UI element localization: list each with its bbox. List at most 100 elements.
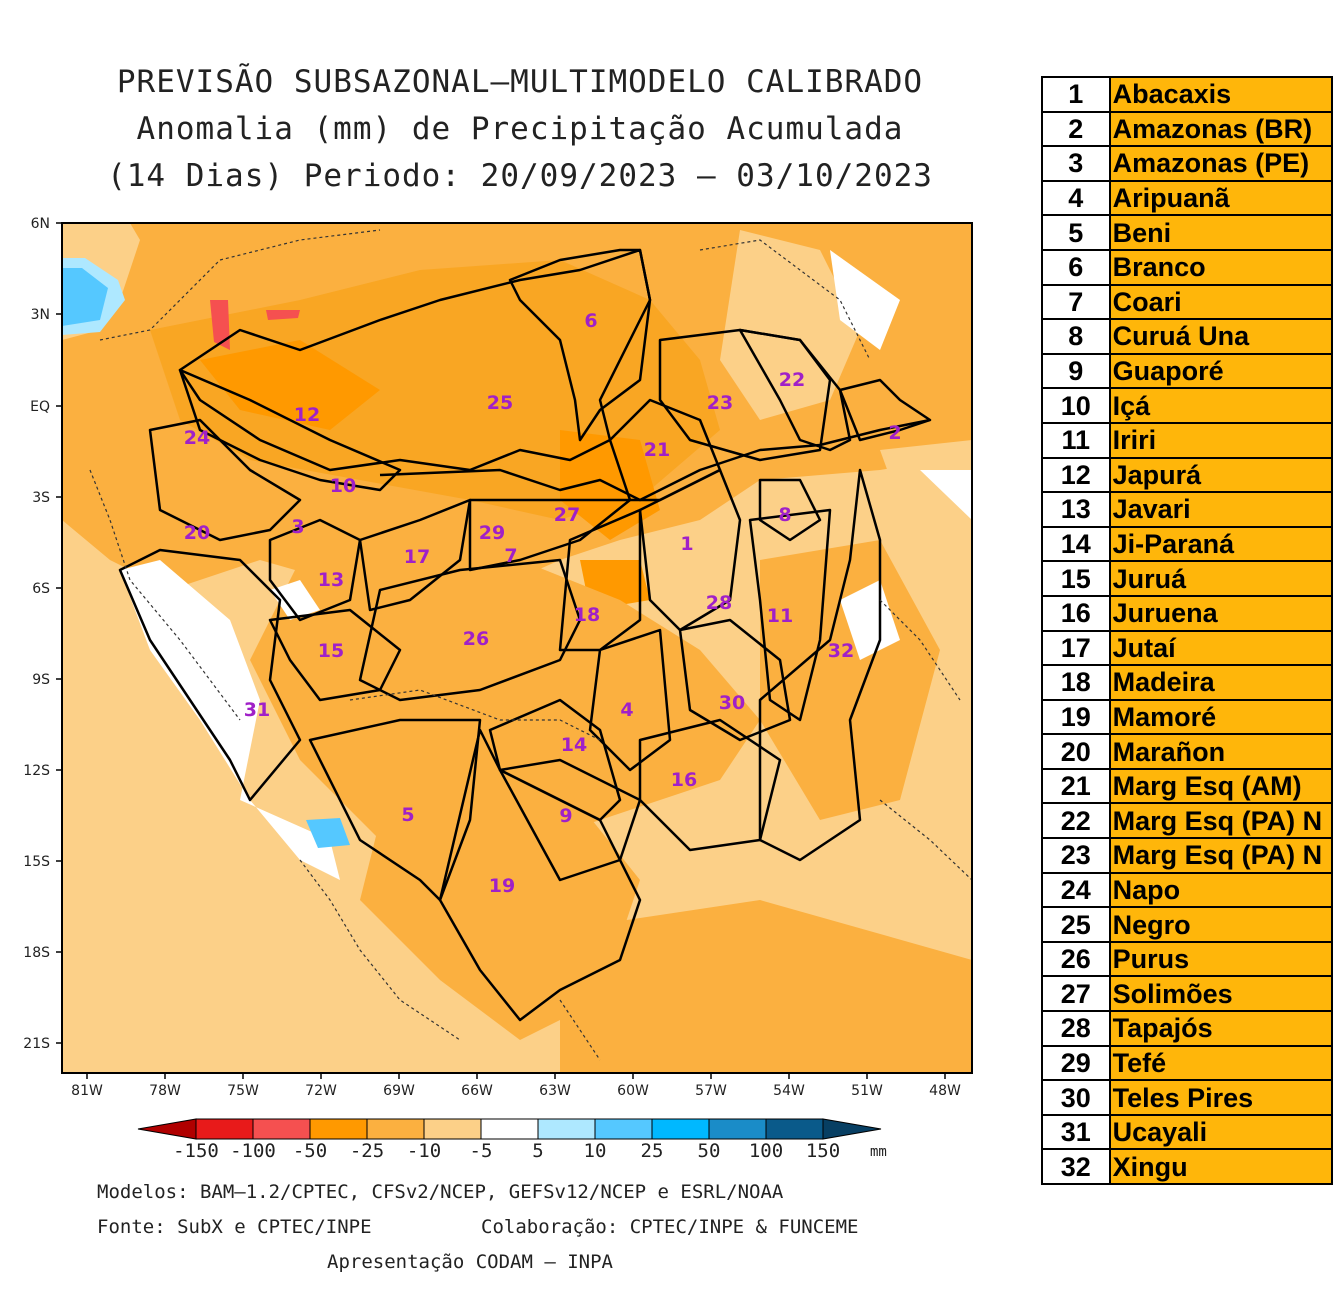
lon-label: 75W bbox=[227, 1083, 259, 1099]
basin-name: Javari bbox=[1108, 491, 1333, 528]
basin-name: Marg Esq (AM) bbox=[1108, 767, 1333, 805]
basin-number: 12 bbox=[1041, 456, 1111, 494]
lat-label: EQ bbox=[30, 399, 50, 415]
basin-number: 28 bbox=[1041, 1010, 1111, 1047]
basin-row: 22 Marg Esq (PA) N bbox=[1041, 802, 1333, 840]
colorbar-right-arrow bbox=[822, 1118, 882, 1140]
basin-number: 6 bbox=[1041, 248, 1111, 286]
basin-legend-table: 1 Abacaxis 2 Amazonas (BR) 3 Amazonas (PE) 4 Ar… bbox=[1041, 76, 1333, 1185]
basin-name: Ji-Paraná bbox=[1108, 525, 1333, 563]
basin-number-label: 14 bbox=[561, 734, 587, 756]
lat-label: 21S bbox=[23, 1036, 50, 1052]
basin-number-labels: 1234567891011121314151617181920212223242… bbox=[184, 310, 902, 897]
basin-row: 21 Marg Esq (AM) bbox=[1041, 767, 1333, 805]
basin-number: 11 bbox=[1041, 421, 1111, 459]
basin-name: Coari bbox=[1108, 283, 1333, 321]
title-line-3: (14 Dias) Periodo: 20/09/2023 — 03/10/20… bbox=[107, 158, 933, 194]
colorbar-segment bbox=[252, 1118, 311, 1140]
basin-row: 4 Aripuanã bbox=[1041, 179, 1333, 217]
map-axes: 6N 3N EQ 3S 6S 9S 12S 15S 18S 21S 81W 78W 75W 72W 69W 6… bbox=[23, 216, 961, 1099]
basin-number: 5 bbox=[1041, 214, 1111, 251]
basin-number-label: 27 bbox=[554, 504, 580, 526]
basin-number-label: 3 bbox=[291, 516, 304, 538]
colorbar-tick-label: -25 bbox=[350, 1140, 384, 1162]
basin-number: 26 bbox=[1041, 940, 1111, 978]
basin-number-label: 32 bbox=[828, 640, 854, 662]
lon-label: 48W bbox=[929, 1083, 961, 1099]
lat-label: 18S bbox=[23, 945, 50, 961]
colorbar-tick-label: 150 bbox=[806, 1140, 840, 1162]
basin-name: Solimões bbox=[1108, 975, 1333, 1013]
colorbar-segment bbox=[765, 1118, 824, 1140]
basin-number: 27 bbox=[1041, 975, 1111, 1013]
footer-collab: Colaboração: CPTEC/INPE & FUNCEME bbox=[481, 1216, 859, 1238]
basin-number: 32 bbox=[1041, 1148, 1111, 1185]
basin-number-label: 24 bbox=[184, 427, 210, 449]
basin-row: 14 Ji-Paraná bbox=[1041, 525, 1333, 563]
basin-row: 13 Javari bbox=[1041, 491, 1333, 528]
colorbar-segment bbox=[195, 1118, 254, 1140]
basin-number-label: 8 bbox=[778, 504, 791, 526]
lat-label: 3S bbox=[32, 490, 50, 506]
basin-name: Abacaxis bbox=[1108, 76, 1333, 113]
country-borders bbox=[89, 229, 972, 1061]
basin-name: Xingu bbox=[1108, 1148, 1333, 1185]
basin-number: 2 bbox=[1041, 110, 1111, 148]
basin-number: 21 bbox=[1041, 767, 1111, 805]
basin-name: Guaporé bbox=[1108, 352, 1333, 390]
basin-row: 23 Marg Esq (PA) N bbox=[1041, 837, 1333, 874]
basin-row: 29 Tefé bbox=[1041, 1044, 1333, 1082]
basin-number-label: 19 bbox=[489, 875, 515, 897]
lat-label: 6S bbox=[32, 581, 50, 597]
basin-number: 13 bbox=[1041, 491, 1111, 528]
basin-number: 3 bbox=[1041, 145, 1111, 182]
basin-number-label: 12 bbox=[294, 404, 320, 426]
colorbar-tick-label: 100 bbox=[749, 1140, 783, 1162]
title-line-1: PREVISÃO SUBSAZONAL—MULTIMODELO CALIBRAD… bbox=[116, 64, 924, 100]
basin-number: 23 bbox=[1041, 837, 1111, 874]
basin-row: 18 Madeira bbox=[1041, 664, 1333, 701]
colorbar-segment bbox=[651, 1118, 710, 1140]
colorbar-segment bbox=[423, 1118, 482, 1140]
basin-number: 30 bbox=[1041, 1079, 1111, 1116]
basin-number-label: 31 bbox=[244, 699, 270, 721]
basin-row: 12 Japurá bbox=[1041, 456, 1333, 494]
basin-number: 15 bbox=[1041, 560, 1111, 597]
lon-label: 72W bbox=[305, 1083, 337, 1099]
precipitation-anomaly-map: 6N 3N EQ 3S 6S 9S 12S 15S 18S 21S 81W 78W 75W 72W 69W 6… bbox=[23, 216, 973, 1162]
colorbar-left-arrow bbox=[137, 1118, 197, 1140]
basin-number: 19 bbox=[1041, 698, 1111, 736]
basin-number: 17 bbox=[1041, 629, 1111, 667]
colorbar-tick-label: -10 bbox=[407, 1140, 441, 1162]
basin-row: 27 Solimões bbox=[1041, 975, 1333, 1013]
basin-number-label: 7 bbox=[504, 545, 517, 567]
basin-number: 7 bbox=[1041, 283, 1111, 321]
colorbar-tick-label: -5 bbox=[470, 1140, 493, 1162]
basin-name: Tapajós bbox=[1108, 1010, 1333, 1047]
basin-number: 14 bbox=[1041, 525, 1111, 563]
basin-number-label: 6 bbox=[584, 310, 597, 332]
basin-number-label: 18 bbox=[574, 604, 600, 626]
lon-label: 66W bbox=[461, 1083, 493, 1099]
basin-row: 26 Purus bbox=[1041, 940, 1333, 978]
basin-number: 24 bbox=[1041, 871, 1111, 909]
basin-number-label: 28 bbox=[706, 592, 732, 614]
basin-row: 20 Marañon bbox=[1041, 733, 1333, 770]
basin-number-label: 25 bbox=[487, 392, 513, 414]
basin-row: 8 Curuá Una bbox=[1041, 318, 1333, 355]
colorbar-tick-label: 5 bbox=[532, 1140, 543, 1162]
basin-number: 18 bbox=[1041, 664, 1111, 701]
footer-models: Modelos: BAM—1.2/CPTEC, CFSv2/NCEP, GEFS… bbox=[97, 1181, 784, 1203]
basin-number-label: 22 bbox=[779, 369, 805, 391]
lon-label: 51W bbox=[851, 1083, 883, 1099]
basin-name: Purus bbox=[1108, 940, 1333, 978]
colorbar-tick-label: 50 bbox=[698, 1140, 721, 1162]
lon-label: 57W bbox=[695, 1083, 727, 1099]
basin-row: 6 Branco bbox=[1041, 248, 1333, 286]
basin-name: Marg Esq (PA) N bbox=[1108, 802, 1333, 840]
basin-number: 8 bbox=[1041, 318, 1111, 355]
basin-number-label: 1 bbox=[680, 533, 693, 555]
basin-row: 15 Juruá bbox=[1041, 560, 1333, 597]
basin-row: 10 Içá bbox=[1041, 387, 1333, 424]
basin-outlines bbox=[118, 248, 932, 1022]
